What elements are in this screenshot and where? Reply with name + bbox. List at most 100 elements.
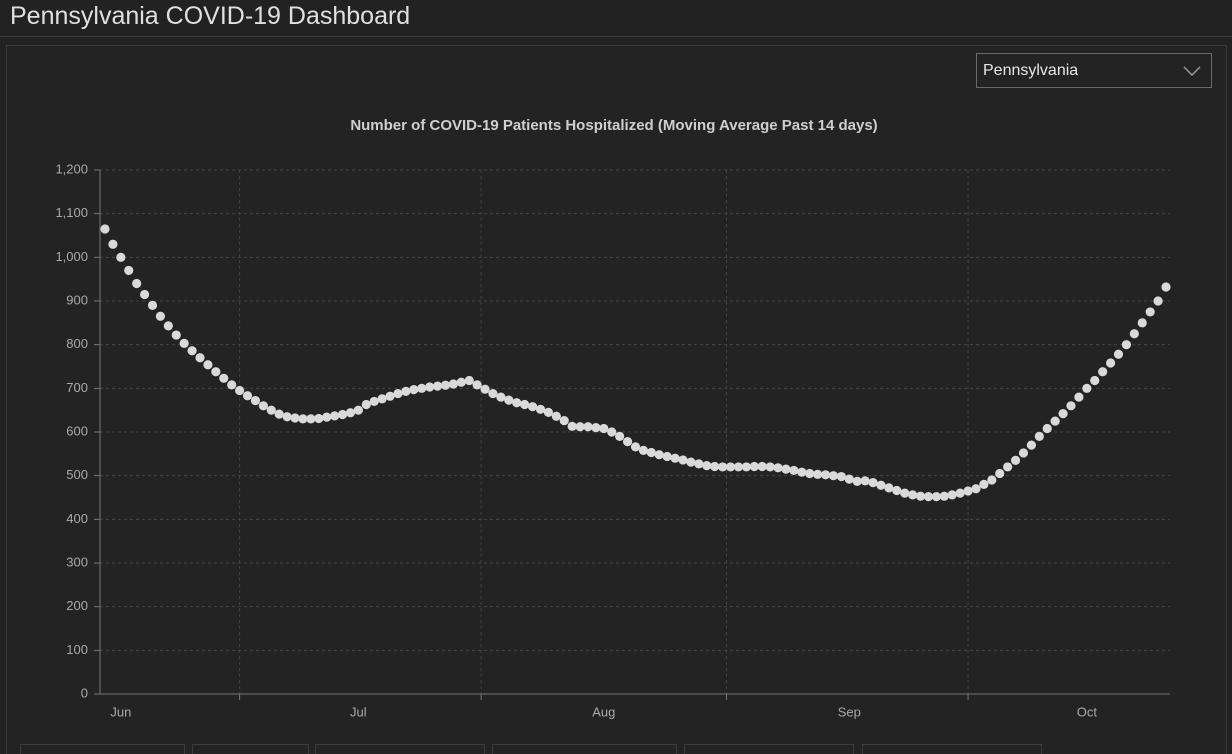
data-point: [1161, 282, 1171, 292]
data-point: [931, 492, 941, 502]
x-tick-label: Sep: [838, 704, 861, 719]
data-point: [1098, 367, 1108, 377]
data-point: [417, 383, 427, 393]
data-point: [1050, 416, 1060, 426]
data-point: [678, 455, 688, 465]
data-point: [765, 462, 775, 472]
data-point: [393, 388, 403, 399]
chart-title: Number of COVID-19 Patients Hospitalized…: [350, 117, 877, 134]
data-point: [1090, 375, 1100, 386]
data-point: [789, 465, 799, 476]
data-point: [124, 265, 134, 276]
y-tick-label: 700: [66, 380, 88, 395]
data-point: [1026, 440, 1036, 450]
data-point: [805, 468, 815, 479]
data-point: [306, 414, 316, 424]
data-point: [520, 399, 530, 410]
dropdown-arrow: [1183, 66, 1201, 76]
data-point: [512, 398, 522, 408]
data-point: [179, 338, 189, 348]
data-point: [979, 479, 989, 489]
region-dropdown[interactable]: Pennsylvania: [976, 53, 1212, 88]
data-point: [1113, 349, 1124, 359]
tab[interactable]: [684, 744, 854, 754]
data-point: [290, 413, 300, 423]
data-point: [1018, 448, 1029, 458]
data-point: [448, 379, 458, 389]
data-point: [781, 464, 791, 474]
data-point: [353, 405, 363, 415]
data-point: [900, 488, 910, 498]
data-point: [987, 475, 997, 485]
dashboard-title: Pennsylvania COVID-19 Dashboard: [10, 2, 411, 30]
data-point: [860, 476, 870, 486]
data-point: [995, 468, 1005, 479]
data-point: [361, 399, 371, 410]
data-point: [432, 381, 443, 391]
data-point: [298, 414, 308, 424]
data-point: [274, 409, 284, 419]
data-point: [409, 385, 419, 395]
y-tick-label: 400: [66, 511, 88, 526]
data-point: [599, 423, 609, 434]
data-point: [852, 476, 862, 486]
data-point: [543, 407, 554, 417]
data-point: [456, 377, 466, 387]
data-point: [813, 469, 823, 479]
data-point: [1034, 431, 1044, 441]
data-point: [630, 442, 641, 452]
data-point: [1058, 409, 1068, 419]
data-point: [527, 402, 538, 412]
data-point: [725, 462, 736, 472]
data-point: [646, 447, 656, 458]
data-point: [1010, 455, 1021, 465]
data-point: [638, 445, 649, 455]
tab[interactable]: [315, 744, 485, 754]
data-point: [1129, 329, 1139, 339]
data-point: [472, 380, 482, 390]
data-point: [100, 224, 110, 234]
data-point: [654, 450, 664, 460]
data-point: [615, 431, 625, 441]
data-point: [559, 416, 569, 426]
data-point: [1153, 296, 1163, 306]
data-point: [868, 478, 878, 488]
data-point: [717, 462, 728, 472]
data-point: [369, 396, 379, 407]
data-point: [504, 395, 514, 405]
data-point: [622, 437, 633, 447]
y-tick-label: 600: [66, 423, 88, 438]
data-point: [908, 490, 918, 500]
data-point: [187, 346, 197, 356]
data-point: [1145, 307, 1155, 317]
divider: [0, 36, 1232, 37]
data-point: [377, 394, 387, 404]
data-point: [337, 409, 348, 420]
data-point: [670, 453, 680, 463]
data-point: [385, 391, 395, 401]
data-point: [314, 413, 324, 424]
data-point: [892, 485, 902, 496]
data-point: [607, 427, 617, 437]
tab[interactable]: [192, 744, 309, 754]
tab[interactable]: [862, 744, 1042, 754]
data-point: [844, 474, 854, 484]
data-point: [155, 311, 166, 321]
data-point: [694, 459, 704, 469]
data-point: [108, 239, 118, 249]
tab[interactable]: [492, 744, 677, 754]
tab[interactable]: [20, 744, 185, 754]
data-point: [583, 422, 593, 432]
data-point: [440, 380, 451, 390]
data-point: [741, 462, 751, 472]
data-point: [163, 321, 173, 331]
y-tick-label: 100: [66, 642, 88, 657]
x-tick-label: Jul: [350, 704, 367, 719]
data-point: [915, 491, 926, 501]
data-point: [266, 405, 276, 415]
data-point: [939, 491, 949, 501]
data-point: [242, 391, 253, 401]
data-point: [575, 422, 585, 432]
data-point: [282, 412, 292, 422]
